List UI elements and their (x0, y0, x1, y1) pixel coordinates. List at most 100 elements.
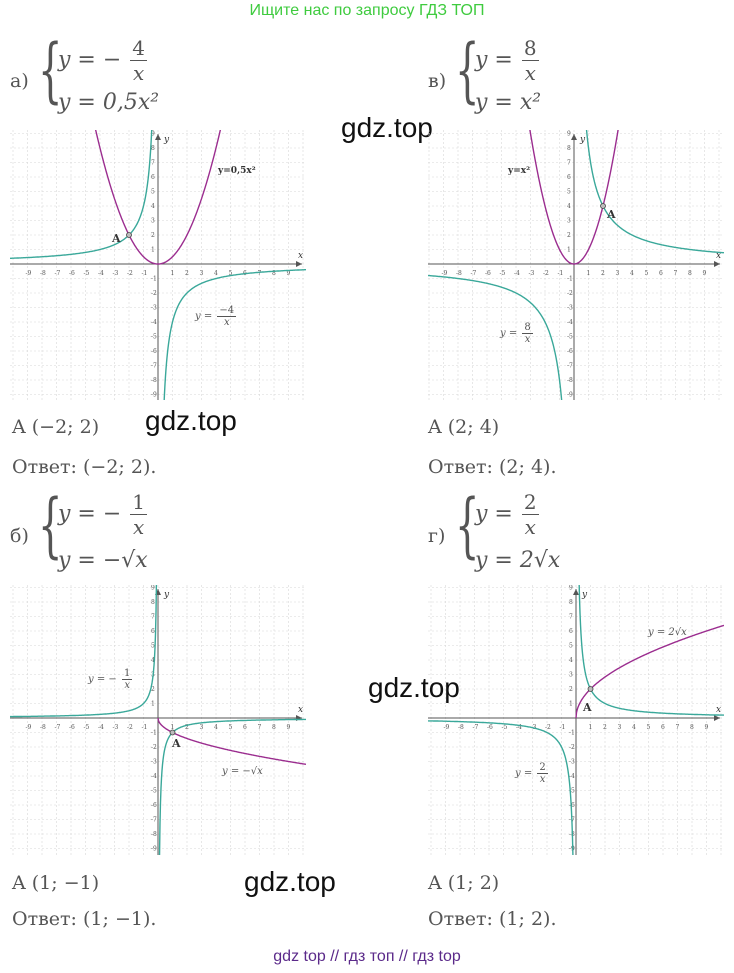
graph-g-y-tick-label: 1 (569, 701, 573, 708)
problem-b-point: A (1; −1) (12, 872, 100, 894)
graph-v-y-tick-label: 8 (567, 145, 571, 152)
graph-v-y-tick-label: -1 (567, 276, 573, 283)
graph-g-curve-label-sqrt: y = 2√x (648, 627, 687, 638)
problem-b-label: б) (10, 525, 29, 547)
graph-v-x-tick-label: 5 (645, 270, 649, 277)
graph-v-x-tick-label: -3 (529, 270, 535, 277)
graph-b-y-tick-label: 7 (151, 614, 155, 621)
graph-g: xy-9-9-8-8-7-7-6-6-5-5-4-4-3-3-2-2-1-111… (428, 585, 724, 855)
graph-a-curve-parabola (94, 130, 222, 265)
graph-v-y-label: y (579, 135, 586, 145)
graph-g-x-tick-label: -9 (444, 724, 450, 731)
graph-g-y-tick-label: 7 (569, 614, 573, 621)
footer-links: gdz top // гдз топ // гдз top (273, 948, 461, 965)
graph-a-y-label: y (163, 135, 170, 145)
graph-b-x-tick-label: 5 (229, 724, 233, 731)
graph-g-y-tick-label: -9 (569, 846, 575, 853)
graph-a-y-tick-label: 4 (151, 203, 155, 210)
graph-a-x-tick-label: -4 (98, 270, 104, 277)
graph-v-point-label: A (607, 208, 616, 221)
graph-g-y-tick-label: 3 (569, 672, 573, 679)
graph-g-x-tick-label: -7 (473, 724, 479, 731)
graph-a-x-tick-label: -1 (142, 270, 148, 277)
graph-a-intersection-point (126, 232, 132, 238)
graph-b-x-tick-label: 1 (171, 724, 175, 731)
graph-a-x-tick-label: 7 (258, 270, 262, 277)
graph-b-x-tick-label: -3 (113, 724, 119, 731)
graph-a-x-tick-label: -8 (40, 270, 46, 277)
graph-v-x-arrow (714, 261, 720, 267)
graph-a-y-tick-label: 6 (151, 174, 155, 181)
graph-b-x-tick-label: 3 (200, 724, 204, 731)
graph-b-x-tick-label: 8 (272, 724, 276, 731)
graph-b-y-tick-label: 5 (151, 643, 155, 650)
graph-a-x-tick-label: 8 (272, 270, 276, 277)
graph-b-x-tick-label: -7 (55, 724, 61, 731)
graph-v-curve-hyperbola (428, 130, 724, 400)
graph-v-x-tick-label: -2 (543, 270, 549, 277)
graph-a-x-tick-label: -2 (127, 270, 133, 277)
graph-g-y-tick-label: -6 (569, 802, 575, 809)
graph-g-y-tick-label: 5 (569, 643, 573, 650)
graph-a-y-arrow (155, 134, 161, 140)
graph-v-x-tick-label: 9 (703, 270, 707, 277)
graph-g-y-label: y (581, 590, 588, 600)
graph-g-y-tick-label: 6 (569, 628, 573, 635)
watermark: gdz.top (244, 866, 336, 897)
graph-b-y-tick-label: -2 (151, 744, 157, 751)
graph-a-y-tick-label: -2 (151, 290, 157, 297)
graph-g-y-tick-label: -2 (569, 744, 575, 751)
graph-g-x-tick-label: -4 (516, 724, 522, 731)
graph-g-y-tick-label: -5 (569, 788, 575, 795)
problem-a-point: A (−2; 2) (12, 416, 100, 438)
graph-b-y-label: y (163, 590, 170, 600)
graph-v: x y -9 -9 -8 -8 -7 -7 -6 -6 -5 -5 -4 -4 -3 -3 -2 -2 -1-1 1 1… (428, 130, 724, 400)
graph-g-x-tick-label: -1 (560, 724, 566, 731)
graph-b-x-tick-label: -9 (26, 724, 32, 731)
graph-v-x-tick-label: 8 (688, 270, 692, 277)
graph-v-y-tick-label: -6 (567, 348, 573, 355)
graph-v-x-tick-label: -1 (558, 270, 564, 277)
problem-v-point: A (2; 4) (428, 416, 500, 438)
graph-v-x-tick-label: -7 (471, 270, 477, 277)
graph-a-y-tick-label: -9 (151, 392, 157, 399)
graph-g-x-tick-label: 5 (647, 724, 651, 731)
graph-g-x-tick-label: -8 (458, 724, 464, 731)
graph-b-y-tick-label: -6 (151, 802, 157, 809)
graph-b-x-tick-label: -1 (142, 724, 148, 731)
problem-v-brace: { (455, 29, 480, 111)
graph-g-x-tick-label: 3 (618, 724, 622, 731)
graph-v-y-arrow (571, 134, 577, 140)
graph-a-y-tick-label: -6 (151, 348, 157, 355)
graph-a-x-label: x (298, 251, 303, 261)
graph-v-y-tick-label: -3 (567, 305, 573, 312)
watermark: gdz.top (341, 112, 433, 143)
graph-v-x-tick-label: -4 (514, 270, 520, 277)
graph-b-y-tick-label: -9 (151, 846, 157, 853)
graph-a-y-tick-label: -4 (151, 319, 157, 326)
graph-a-x-tick-label: 2 (185, 270, 189, 277)
graph-a-y-tick-label: 8 (151, 145, 155, 152)
graph-v-x-tick-label: -9 (442, 270, 448, 277)
graph-b-x-tick-label: -2 (127, 724, 133, 731)
graph-g-curve-sqrt (575, 624, 724, 719)
graph-g-x-arrow (714, 715, 720, 721)
graph-b-y-tick-label: -7 (151, 817, 157, 824)
graph-v-x-tick-label: 2 (601, 270, 605, 277)
graph-g-x-tick-label: 6 (661, 724, 665, 731)
graph-g-y-tick-label: -1 (569, 730, 575, 737)
graph-v-x-tick-label: 3 (616, 270, 620, 277)
graph-g-point-label: A (583, 701, 592, 714)
problem-g-label: г) (428, 525, 446, 547)
graph-v-y-tick-label: 3 (567, 218, 571, 225)
problem-a-label: а) (10, 70, 29, 92)
graph-a-y-tick-label: 3 (151, 218, 155, 225)
graph-a-x-tick-label: 3 (200, 270, 204, 277)
graph-b-x-tick-label: 7 (258, 724, 262, 731)
graph-b-x-tick-label: 2 (185, 724, 189, 731)
graph-a-y-tick-label: 5 (151, 189, 155, 196)
